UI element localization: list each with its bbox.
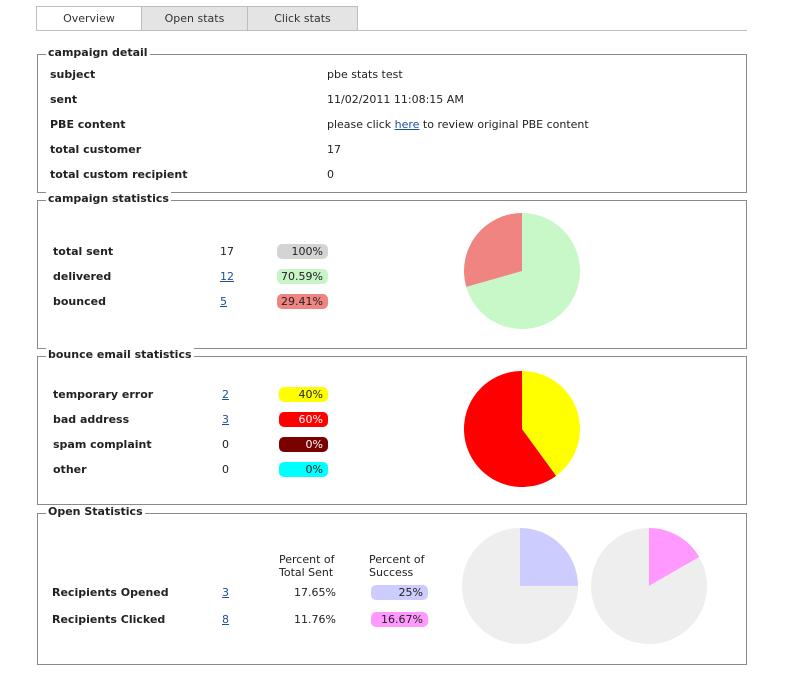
- bad-address-percent-badge: 60%: [279, 412, 328, 427]
- section-border: [37, 513, 747, 514]
- recipients-opened-label: Recipients Opened: [52, 586, 169, 599]
- tab-underline: [36, 30, 747, 31]
- tab-overview[interactable]: Overview: [36, 6, 142, 31]
- total-sent-count: 17: [220, 245, 234, 258]
- open-statistics-section: Open Statistics Percent of Total Sent Pe…: [37, 505, 747, 665]
- pie-slice-temporary-error: [522, 371, 580, 476]
- subject-label: subject: [50, 68, 96, 81]
- bounced-percent-badge: 29.41%: [277, 294, 328, 309]
- total-sent-label: total sent: [53, 245, 114, 258]
- tab-open-stats[interactable]: Open stats: [142, 6, 248, 31]
- delivered-label: delivered: [53, 270, 112, 283]
- pbe-content-text-before: please click: [327, 118, 395, 131]
- temporary-error-label: temporary error: [53, 388, 154, 401]
- section-border: [37, 54, 747, 55]
- total-custom-recipient-label: total custom recipient: [50, 168, 188, 181]
- recipients-clicked-pct-success-badge: 16.67%: [371, 612, 428, 627]
- pie-slice-recipients-clicked: [649, 528, 700, 586]
- total-customer-value: 17: [327, 143, 341, 156]
- pie-slice-bounced: [464, 213, 522, 287]
- delivered-count-link[interactable]: 12: [220, 270, 234, 283]
- campaign-statistics-section: campaign statistics total sent 17 100% d…: [37, 192, 747, 349]
- temporary-error-percent-badge: 40%: [279, 387, 328, 402]
- recipients-clicked-pie-chart: [591, 528, 707, 644]
- temporary-error-count-link[interactable]: 2: [222, 388, 229, 401]
- bounce-statistics-legend: bounce email statistics: [46, 348, 194, 361]
- pie-slice-recipients-clicked-rest: [591, 528, 707, 644]
- campaign-detail-section: campaign detail subject pbe stats test s…: [37, 46, 747, 193]
- bad-address-label: bad address: [53, 413, 130, 426]
- sent-value: 11/02/2011 11:08:15 AM: [327, 93, 464, 106]
- pie-slice-delivered: [466, 213, 580, 329]
- pbe-content-here-link[interactable]: here: [394, 118, 420, 131]
- pbe-content-value: please click here to review original PBE…: [327, 118, 589, 131]
- bad-address-count-link[interactable]: 3: [222, 413, 229, 426]
- spam-complaint-label: spam complaint: [53, 438, 152, 451]
- campaign-statistics-legend: campaign statistics: [46, 192, 171, 205]
- pie-slice-bad-address: [464, 371, 557, 487]
- subject-value: pbe stats test: [327, 68, 403, 81]
- recipients-opened-pct-success-badge: 25%: [371, 585, 428, 600]
- total-customer-label: total customer: [50, 143, 142, 156]
- tab-bar: Overview Open stats Click stats: [36, 6, 358, 31]
- tab-click-stats[interactable]: Click stats: [248, 6, 358, 31]
- campaign-detail-legend: campaign detail: [46, 46, 150, 59]
- sent-label: sent: [50, 93, 78, 106]
- delivered-percent-badge: 70.59%: [277, 269, 328, 284]
- recipients-opened-pie-chart: [462, 528, 578, 644]
- spam-complaint-count: 0: [222, 438, 229, 451]
- percent-of-success-header: Percent of Success: [369, 553, 425, 579]
- recipients-opened-count-link[interactable]: 3: [222, 586, 229, 599]
- pbe-content-text-after: to review original PBE content: [419, 118, 589, 131]
- pbe-content-label: PBE content: [50, 118, 126, 131]
- pie-slice-recipients-opened-rest: [462, 528, 578, 644]
- bounce-statistics-section: bounce email statistics temporary error …: [37, 348, 747, 505]
- bounced-count-link[interactable]: 5: [220, 295, 227, 308]
- recipients-clicked-pct-total: 11.76%: [294, 613, 336, 626]
- open-statistics-legend: Open Statistics: [46, 505, 145, 518]
- section-border: [37, 356, 747, 357]
- total-sent-percent-badge: 100%: [277, 244, 328, 259]
- other-count: 0: [222, 463, 229, 476]
- total-custom-recipient-value: 0: [327, 168, 334, 181]
- spam-complaint-percent-badge: 0%: [279, 437, 328, 452]
- section-border: [37, 200, 747, 201]
- pie-slice-recipients-opened: [520, 528, 578, 586]
- recipients-clicked-label: Recipients Clicked: [52, 613, 166, 626]
- bounced-label: bounced: [53, 295, 106, 308]
- other-label: other: [53, 463, 87, 476]
- percent-of-total-sent-header: Percent of Total Sent: [279, 553, 335, 579]
- campaign-statistics-pie-chart: [464, 213, 580, 329]
- other-percent-badge: 0%: [279, 462, 328, 477]
- bounce-statistics-pie-chart: [464, 371, 580, 487]
- recipients-opened-pct-total: 17.65%: [294, 586, 336, 599]
- recipients-clicked-count-link[interactable]: 8: [222, 613, 229, 626]
